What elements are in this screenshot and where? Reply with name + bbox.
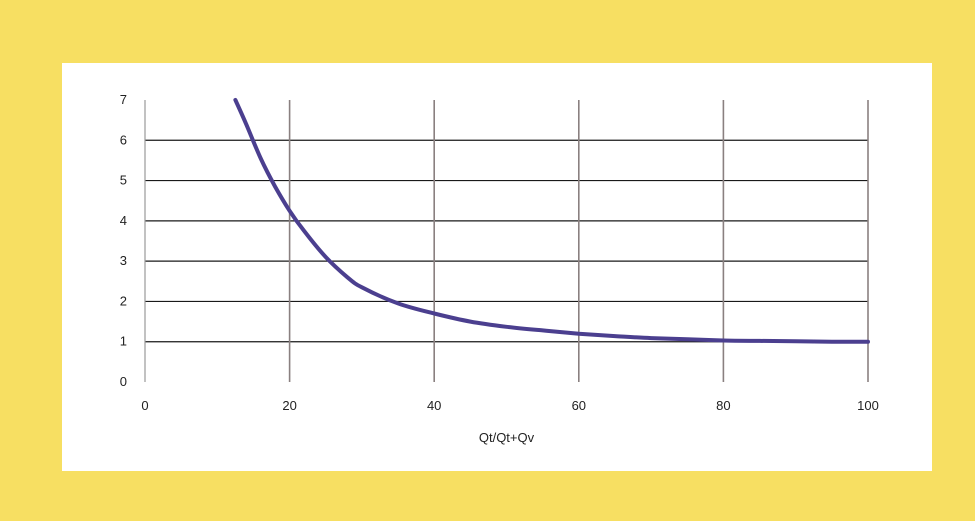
x-tick-label-20: 20: [282, 398, 296, 413]
x-tick-label-100: 100: [857, 398, 879, 413]
y-tick-label-3: 3: [120, 253, 127, 268]
x-tick-labels: 0 20 40 60 80 100: [141, 398, 878, 413]
horizontal-gridlines: [145, 139, 868, 343]
y-tick-label-4: 4: [120, 213, 127, 228]
y-tick-label-7: 7: [120, 92, 127, 107]
chart-panel: 0 20 40 60 80 100 0 1 2 3 4 5 6 7 Qt/Qt+Qv: [62, 63, 932, 471]
y-tick-label-0: 0: [120, 374, 127, 389]
y-tick-label-5: 5: [120, 173, 127, 188]
x-axis-title: Qt/Qt+Qv: [479, 430, 535, 445]
y-tick-label-2: 2: [120, 293, 127, 308]
y-tick-labels: 0 1 2 3 4 5 6 7: [120, 92, 127, 389]
y-tick-label-1: 1: [120, 334, 127, 349]
x-tick-label-60: 60: [572, 398, 586, 413]
x-tick-label-40: 40: [427, 398, 441, 413]
line-chart: 0 20 40 60 80 100 0 1 2 3 4 5 6 7 Qt/Qt+Qv: [120, 92, 879, 445]
series-group: [233, 98, 870, 344]
x-tick-label-0: 0: [141, 398, 148, 413]
y-tick-label-6: 6: [120, 132, 127, 147]
x-tick-label-80: 80: [716, 398, 730, 413]
